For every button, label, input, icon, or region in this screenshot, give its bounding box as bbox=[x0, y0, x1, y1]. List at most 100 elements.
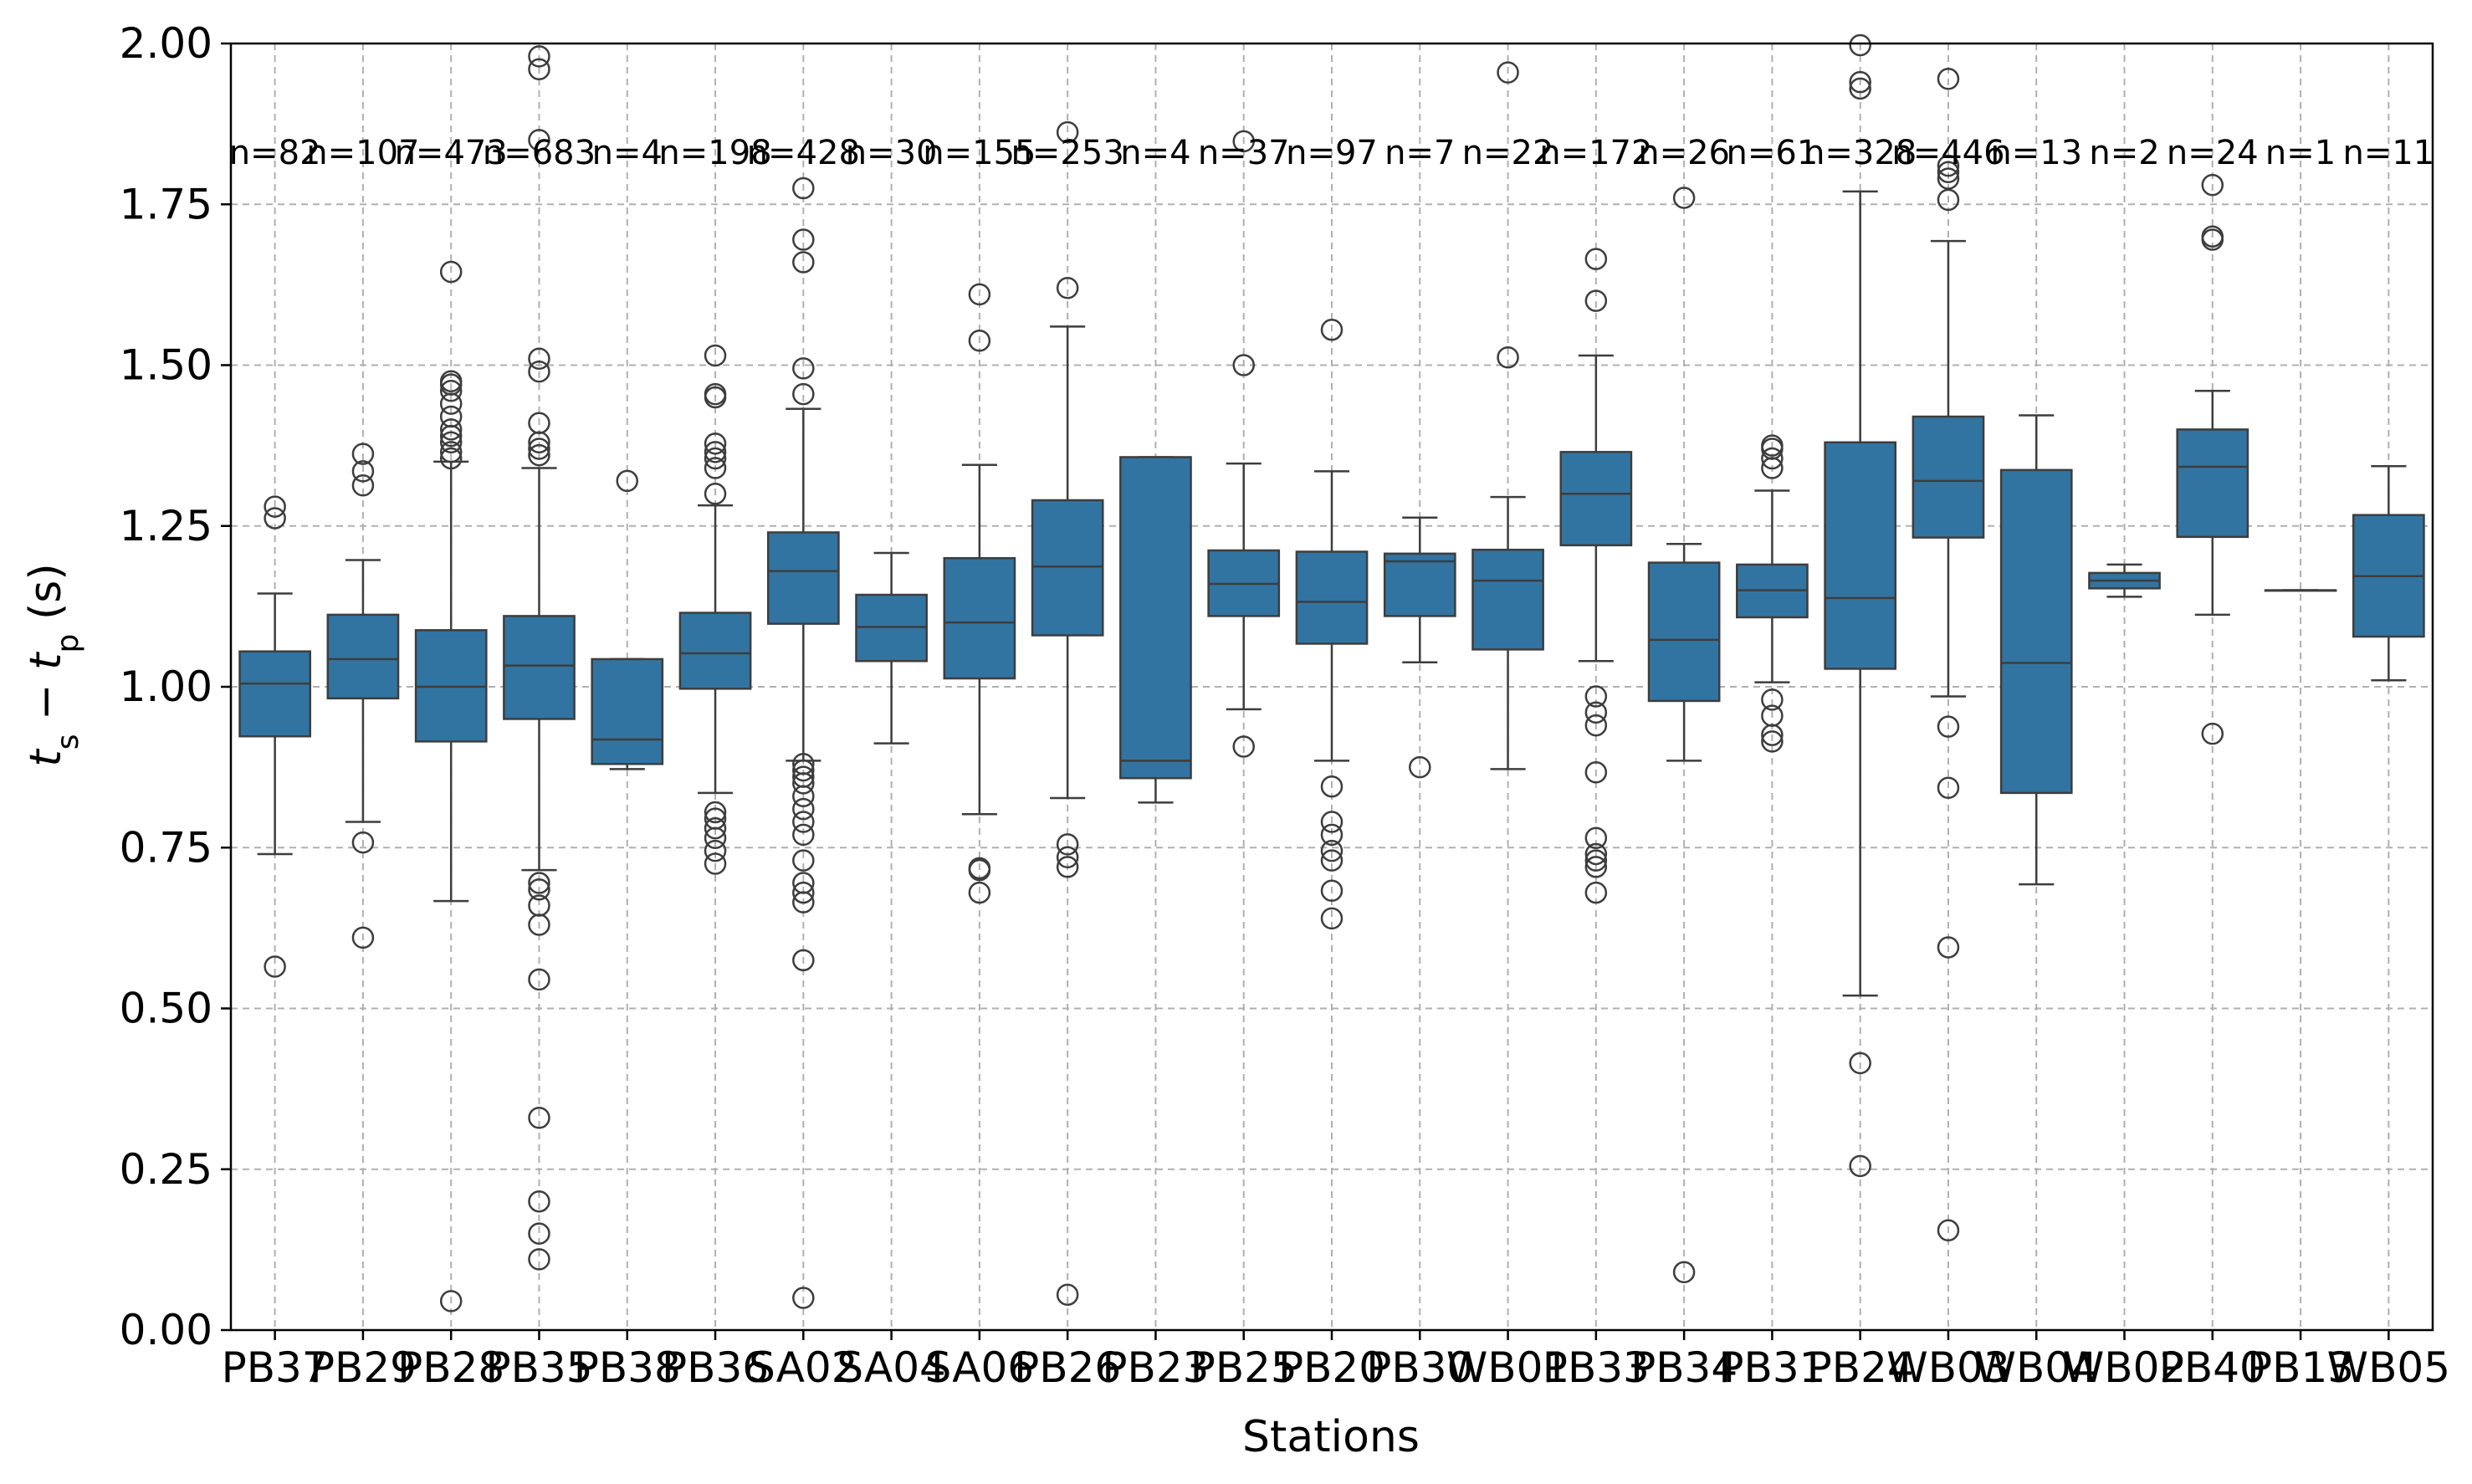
outlier-point bbox=[1056, 1283, 1079, 1306]
outlier-point bbox=[351, 831, 375, 854]
outlier-point bbox=[528, 894, 550, 917]
outlier-point bbox=[528, 968, 550, 991]
outlier-point bbox=[1584, 761, 1608, 784]
outlier-point bbox=[1584, 685, 1608, 708]
outlier-point bbox=[1672, 187, 1696, 209]
x-tick-label: WB01 bbox=[1446, 1343, 1569, 1392]
outlier-point bbox=[1849, 77, 1871, 100]
count-label: n=30 bbox=[846, 134, 938, 172]
iqr-box bbox=[591, 658, 664, 765]
outlier-point bbox=[1320, 318, 1343, 341]
outlier-point bbox=[968, 857, 991, 880]
box-wb02 bbox=[2088, 563, 2161, 598]
box-pb31 bbox=[1736, 434, 1809, 753]
count-label: n=253 bbox=[1011, 134, 1124, 172]
x-tick-label: PB28 bbox=[397, 1343, 504, 1392]
outlier-point bbox=[1584, 826, 1608, 849]
outlier-point bbox=[1849, 1052, 1871, 1075]
outlier-point bbox=[792, 797, 815, 821]
iqr-box bbox=[1647, 561, 1721, 703]
outlier-point bbox=[264, 955, 286, 978]
outlier-point bbox=[792, 177, 815, 200]
outlier-point bbox=[528, 443, 550, 467]
outlier-point bbox=[792, 753, 815, 775]
outlier-point bbox=[792, 357, 815, 380]
outlier-point bbox=[1584, 289, 1608, 312]
outlier-point bbox=[1849, 1154, 1871, 1178]
outlier-point bbox=[439, 447, 463, 470]
outlier-point bbox=[1672, 1261, 1696, 1284]
iqr-box bbox=[1912, 415, 1985, 539]
count-label: n=7 bbox=[1384, 134, 1455, 172]
outlier-point bbox=[1497, 61, 1519, 84]
outlier-point bbox=[1584, 849, 1608, 872]
x-tick-label: SA06 bbox=[925, 1343, 1035, 1392]
outlier-point bbox=[1320, 839, 1343, 862]
iqr-box bbox=[766, 531, 840, 625]
y-tick-label: 0.50 bbox=[120, 985, 212, 1033]
outlier-point bbox=[704, 852, 727, 875]
outlier-point bbox=[1761, 434, 1784, 457]
outlier-point bbox=[1584, 842, 1608, 866]
x-tick-label: PB26 bbox=[1014, 1343, 1121, 1392]
x-tick-label: PB30 bbox=[1366, 1343, 1473, 1392]
box-pb28 bbox=[414, 260, 488, 1313]
outlier-point bbox=[616, 469, 639, 493]
box-pb26 bbox=[1031, 120, 1104, 1306]
outlier-point bbox=[528, 58, 550, 81]
box-wb04 bbox=[1999, 414, 2073, 886]
outlier-point bbox=[1937, 776, 1960, 799]
outlier-point bbox=[792, 228, 815, 251]
box-pb23 bbox=[1119, 456, 1192, 804]
outlier-point bbox=[2201, 173, 2224, 197]
box-pb38 bbox=[591, 469, 664, 770]
y-tick-label: 1.25 bbox=[120, 502, 212, 550]
count-label: n=37 bbox=[1198, 134, 1290, 172]
box-wb03 bbox=[1912, 68, 1985, 1242]
iqr-box bbox=[1119, 456, 1192, 780]
x-tick-label: SA04 bbox=[837, 1343, 946, 1392]
x-tick-label: PB23 bbox=[1102, 1343, 1209, 1392]
count-label: n=107 bbox=[306, 134, 419, 172]
outlier-point bbox=[1761, 447, 1784, 470]
count-label: n=61 bbox=[1727, 134, 1819, 172]
outlier-point bbox=[439, 260, 463, 284]
outlier-point bbox=[792, 759, 815, 782]
box-pb40 bbox=[2176, 173, 2249, 745]
x-tick-label: PB40 bbox=[2159, 1343, 2266, 1392]
outlier-point bbox=[704, 382, 727, 406]
count-label: n=2 bbox=[2089, 134, 2159, 172]
count-label: n=328 bbox=[1804, 134, 1917, 172]
x-tick-label: PB33 bbox=[1543, 1343, 1650, 1392]
outlier-point bbox=[528, 1222, 550, 1245]
iqr-box bbox=[503, 615, 576, 720]
outlier-point bbox=[1056, 833, 1079, 856]
iqr-box bbox=[1559, 451, 1633, 547]
axis-ticks: 0.00 0.25 0.50 0.75 1.00 1.25 1.50 1.75 2.00 PB37… bbox=[120, 19, 2450, 1392]
outlier-point bbox=[704, 447, 727, 470]
outlier-point bbox=[1849, 33, 1871, 57]
y-tick-label: 2.00 bbox=[120, 19, 212, 68]
box-pb30 bbox=[1383, 516, 1456, 779]
iqr-box bbox=[678, 612, 752, 690]
count-label: n=683 bbox=[483, 134, 596, 172]
outlier-point bbox=[968, 330, 991, 352]
iqr-box bbox=[1824, 441, 1897, 670]
x-tick-label: WB03 bbox=[1886, 1343, 2009, 1392]
count-label: n=11 bbox=[2342, 134, 2434, 172]
outlier-point bbox=[439, 380, 463, 402]
outlier-point bbox=[528, 412, 550, 434]
outlier-point bbox=[1584, 714, 1608, 737]
box-pb36 bbox=[678, 344, 752, 875]
outlier-point bbox=[1937, 161, 1960, 184]
x-tick-label: PB38 bbox=[574, 1343, 681, 1392]
outlier-point bbox=[792, 382, 815, 406]
outlier-point bbox=[704, 816, 727, 840]
outlier-point bbox=[792, 811, 815, 833]
outlier-point bbox=[439, 370, 463, 392]
x-tick-label: PB13 bbox=[2247, 1343, 2354, 1392]
outlier-point bbox=[264, 495, 286, 518]
x-tick-label: SA02 bbox=[749, 1343, 858, 1392]
x-tick-label: PB29 bbox=[310, 1343, 417, 1392]
iqr-box bbox=[1471, 548, 1544, 651]
